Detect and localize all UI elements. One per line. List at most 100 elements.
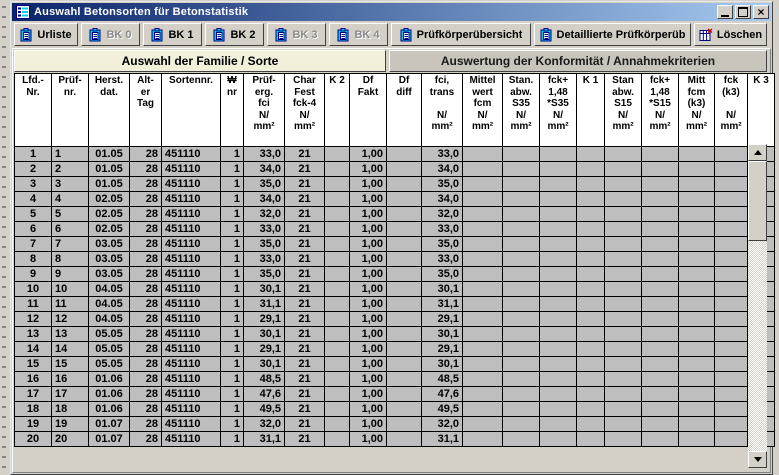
table-cell[interactable]: 21: [284, 431, 325, 447]
table-cell[interactable]: [678, 206, 715, 222]
table-cell[interactable]: [576, 416, 605, 432]
table-cell[interactable]: 1,00: [349, 236, 387, 252]
table-cell[interactable]: [604, 191, 642, 207]
table-cell[interactable]: [386, 356, 422, 372]
table-cell[interactable]: 11: [14, 296, 52, 312]
table-cell[interactable]: [462, 356, 503, 372]
table-cell[interactable]: [324, 281, 350, 297]
table-cell[interactable]: 02.05: [88, 206, 130, 222]
table-cell[interactable]: [386, 146, 422, 162]
table-cell[interactable]: 05.05: [88, 341, 130, 357]
table-cell[interactable]: 17: [51, 386, 89, 402]
maximize-button[interactable]: [735, 5, 751, 19]
table-cell[interactable]: 14: [51, 341, 89, 357]
table-cell[interactable]: 4: [51, 191, 89, 207]
table-cell[interactable]: 1,00: [349, 161, 387, 177]
tab-auswahl-familie-sorte[interactable]: Auswahl der Familie / Sorte: [14, 50, 386, 72]
table-cell[interactable]: [604, 311, 642, 327]
minimize-button[interactable]: [717, 5, 733, 19]
table-cell[interactable]: [641, 341, 679, 357]
table-cell[interactable]: 29,1: [243, 311, 285, 327]
table-cell[interactable]: [324, 401, 350, 417]
table-cell[interactable]: [714, 251, 748, 267]
table-cell[interactable]: [576, 356, 605, 372]
table-cell[interactable]: [502, 146, 540, 162]
table-cell[interactable]: [462, 221, 503, 237]
table-cell[interactable]: [386, 161, 422, 177]
table-cell[interactable]: 451110: [161, 176, 221, 192]
table-cell[interactable]: 32,0: [243, 206, 285, 222]
table-cell[interactable]: [462, 341, 503, 357]
table-cell[interactable]: [462, 191, 503, 207]
table-cell[interactable]: [462, 266, 503, 282]
table-cell[interactable]: 30,1: [421, 281, 463, 297]
table-cell[interactable]: [324, 386, 350, 402]
table-cell[interactable]: [576, 176, 605, 192]
table-cell[interactable]: [714, 146, 748, 162]
table-cell[interactable]: 21: [284, 356, 325, 372]
table-cell[interactable]: [386, 311, 422, 327]
table-cell[interactable]: [539, 311, 577, 327]
table-cell[interactable]: [576, 281, 605, 297]
table-cell[interactable]: [386, 431, 422, 447]
table-cell[interactable]: 28: [129, 236, 162, 252]
vertical-scrollbar[interactable]: [748, 144, 767, 468]
table-cell[interactable]: 1: [220, 326, 244, 342]
table-cell[interactable]: 48,5: [421, 371, 463, 387]
table-cell[interactable]: [324, 356, 350, 372]
table-cell[interactable]: [386, 371, 422, 387]
table-cell[interactable]: [576, 191, 605, 207]
table-cell[interactable]: 29,1: [243, 341, 285, 357]
table-cell[interactable]: [386, 326, 422, 342]
table-cell[interactable]: [324, 311, 350, 327]
table-cell[interactable]: [462, 401, 503, 417]
table-cell[interactable]: [502, 206, 540, 222]
table-cell[interactable]: [641, 236, 679, 252]
table-cell[interactable]: 35,0: [243, 236, 285, 252]
table-cell[interactable]: 1: [51, 146, 89, 162]
table-cell[interactable]: [714, 416, 748, 432]
table-cell[interactable]: 35,0: [243, 176, 285, 192]
table-cell[interactable]: [714, 371, 748, 387]
table-cell[interactable]: [678, 296, 715, 312]
table-cell[interactable]: 33,0: [243, 221, 285, 237]
scrollbar-thumb[interactable]: [748, 161, 767, 241]
table-cell[interactable]: [502, 386, 540, 402]
table-cell[interactable]: [502, 416, 540, 432]
table-cell[interactable]: [576, 221, 605, 237]
table-cell[interactable]: [462, 416, 503, 432]
table-cell[interactable]: [462, 326, 503, 342]
table-cell[interactable]: 15: [14, 356, 52, 372]
table-cell[interactable]: 48,5: [243, 371, 285, 387]
table-cell[interactable]: 21: [284, 281, 325, 297]
table-cell[interactable]: [502, 161, 540, 177]
table-cell[interactable]: 49,5: [243, 401, 285, 417]
table-cell[interactable]: 21: [284, 236, 325, 252]
window-icon[interactable]: [16, 5, 30, 19]
table-cell[interactable]: 33,0: [243, 251, 285, 267]
table-cell[interactable]: 03.05: [88, 236, 130, 252]
table-cell[interactable]: [678, 386, 715, 402]
table-cell[interactable]: [502, 191, 540, 207]
table-cell[interactable]: 01.06: [88, 401, 130, 417]
table-cell[interactable]: [462, 146, 503, 162]
table-cell[interactable]: [604, 416, 642, 432]
table-cell[interactable]: 451110: [161, 236, 221, 252]
table-cell[interactable]: 1,00: [349, 401, 387, 417]
table-cell[interactable]: 21: [284, 176, 325, 192]
scroll-up-button[interactable]: [748, 144, 767, 161]
table-cell[interactable]: [714, 296, 748, 312]
table-cell[interactable]: [604, 176, 642, 192]
table-cell[interactable]: 1: [220, 221, 244, 237]
table-cell[interactable]: [678, 341, 715, 357]
table-cell[interactable]: [386, 386, 422, 402]
table-cell[interactable]: [502, 251, 540, 267]
table-cell[interactable]: [714, 221, 748, 237]
table-cell[interactable]: 32,0: [421, 206, 463, 222]
table-cell[interactable]: [539, 251, 577, 267]
table-cell[interactable]: [576, 236, 605, 252]
table-cell[interactable]: [324, 191, 350, 207]
table-cell[interactable]: [714, 356, 748, 372]
table-cell[interactable]: [324, 176, 350, 192]
table-cell[interactable]: 28: [129, 341, 162, 357]
